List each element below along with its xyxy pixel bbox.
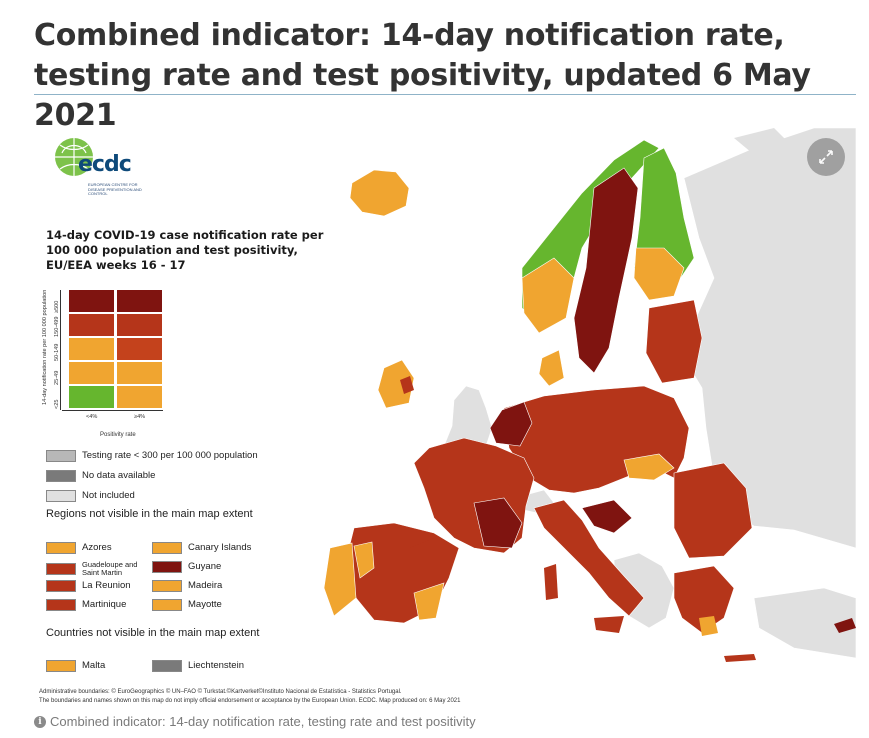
country-legend-label: Liechtenstein	[188, 660, 244, 671]
legend-x-axis	[62, 410, 163, 411]
country-legend-item: Liechtenstein	[152, 660, 244, 672]
region-legend-label: Guyane	[188, 561, 222, 572]
logo-subtitle: European Centre for Disease Prevention a…	[88, 182, 142, 196]
legend-swatch	[152, 599, 182, 611]
legend-matrix-cell	[68, 337, 115, 361]
legend-matrix-cell	[68, 385, 115, 409]
region-legend-item: Guyane	[152, 561, 221, 573]
legend-item-label: No data available	[82, 470, 156, 481]
legend-item: Testing rate < 300 per 100 000 populatio…	[46, 450, 258, 462]
region-legend-item: Martinique	[46, 599, 126, 611]
country-legend-label: Malta	[82, 660, 106, 671]
legend-y-axis	[60, 290, 61, 410]
globe-logo-icon	[55, 138, 93, 176]
legend-x-bin-label: <4%	[86, 414, 98, 420]
credits-line-2: The boundaries and names shown on this m…	[39, 698, 461, 704]
legend-matrix-cell	[116, 313, 163, 337]
legend-item-label: Not included	[82, 490, 135, 501]
region-legend-label: Madeira	[188, 580, 223, 591]
map-credits: Administrative boundaries: © EuroGeograp…	[39, 688, 599, 706]
country-legend-item: Malta	[46, 660, 105, 672]
legend-matrix-cell	[116, 361, 163, 385]
region-italy	[533, 499, 645, 617]
figure-caption: i Combined indicator: 14-day notificatio…	[34, 714, 476, 729]
regions-section-title: Regions not visible in the main map exte…	[46, 508, 253, 520]
legend-matrix-cell	[68, 289, 115, 313]
europe-map	[34, 128, 856, 710]
legend-item: No data available	[46, 470, 155, 482]
region-legend-item: La Reunion	[46, 580, 131, 592]
credits-line-1: Administrative boundaries: © EuroGeograp…	[39, 689, 402, 695]
legend-swatch	[46, 450, 76, 462]
legend-matrix-cell	[116, 385, 163, 409]
region-legend-label: Azores	[82, 542, 112, 553]
legend-swatch	[46, 580, 76, 592]
legend-matrix-cell	[116, 289, 163, 313]
region-slovakia	[623, 453, 675, 481]
region-legend-label: Guadeloupe and Saint Martin	[82, 560, 138, 577]
legend-x-axis-label: Positivity rate	[100, 432, 136, 438]
region-not-included-svalbard	[734, 128, 794, 163]
legend-swatch	[152, 561, 182, 573]
legend-swatch	[152, 660, 182, 672]
region-legend-label: Mayotte	[188, 599, 222, 610]
legend-swatch	[46, 490, 76, 502]
legend-swatch	[46, 542, 76, 554]
info-icon: i	[34, 715, 46, 728]
legend-swatch	[46, 563, 76, 575]
region-legend-label: Martinique	[82, 599, 127, 610]
legend-swatch	[46, 470, 76, 482]
legend-x-bin-label: ≥4%	[134, 414, 146, 420]
region-croatia	[581, 499, 633, 534]
map-figure: ecdc European Centre for Disease Prevent…	[34, 128, 856, 710]
region-benelux	[489, 401, 533, 447]
region-cyprus	[834, 618, 856, 633]
countries-section-title: Countries not visible in the main map ex…	[46, 627, 260, 639]
legend-matrix-cell	[116, 337, 163, 361]
region-sweden	[573, 167, 639, 374]
legend-matrix-cell	[68, 361, 115, 385]
title-divider	[34, 94, 856, 95]
region-romania	[673, 462, 753, 559]
region-legend-item: Guadeloupe and Saint Martin	[46, 561, 142, 577]
region-legend-item: Mayotte	[152, 599, 222, 611]
legend-swatch	[46, 660, 76, 672]
region-ireland	[377, 359, 415, 409]
legend-item-label: Testing rate < 300 per 100 000 populatio…	[82, 450, 258, 461]
legend-swatch	[152, 580, 182, 592]
region-baltics	[645, 299, 703, 384]
region-legend-item: Madeira	[152, 580, 222, 592]
legend-swatch	[46, 599, 76, 611]
region-legend-item: Azores	[46, 542, 112, 554]
expand-icon	[819, 150, 833, 164]
region-legend-label: La Reunion	[82, 580, 131, 591]
legend-matrix-cell	[68, 313, 115, 337]
legend-title: 14-day COVID-19 case notification rate p…	[46, 228, 324, 272]
legend-swatch	[152, 542, 182, 554]
legend-item: Not included	[46, 490, 135, 502]
logo-wordmark: ecdc	[78, 152, 132, 177]
page-title: Combined indicator: 14-day notification …	[34, 18, 811, 133]
caption-text: Combined indicator: 14-day notification …	[50, 714, 476, 729]
ecdc-logo	[48, 133, 138, 203]
region-legend-item: Canary Islands	[152, 542, 251, 554]
region-not-included-turkey	[753, 587, 856, 659]
region-legend-label: Canary Islands	[188, 542, 252, 553]
region-portugal	[323, 542, 357, 617]
region-denmark	[538, 349, 565, 387]
region-iceland	[349, 169, 410, 217]
legend-y-axis-label: 14-day notification rate per 100 000 pop…	[42, 289, 48, 405]
expand-map-button[interactable]	[807, 138, 845, 176]
